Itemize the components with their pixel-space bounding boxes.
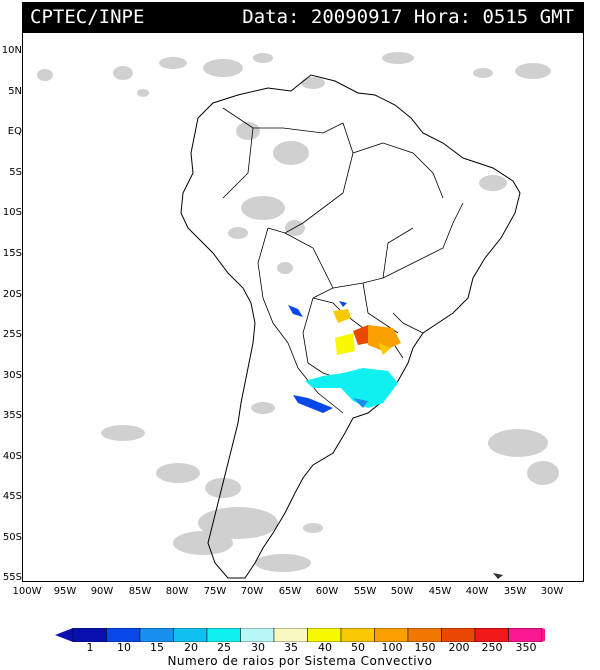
- legend-swatch: [441, 628, 476, 642]
- legend-swatch: [273, 628, 308, 642]
- legend-swatch: [307, 628, 342, 642]
- legend-tick-50: 50: [351, 641, 365, 654]
- lon-label-100w: 100W: [12, 586, 42, 597]
- lon-label-75w: 75W: [203, 586, 227, 597]
- lon-label-35w: 35W: [503, 586, 527, 597]
- legend-tick-20: 20: [184, 641, 198, 654]
- lon-label-55w: 55W: [353, 586, 377, 597]
- lat-label-55s: 55S: [2, 572, 22, 583]
- legend-swatch: [474, 628, 509, 642]
- legend-tick-30: 30: [251, 641, 265, 654]
- lat-label-35s: 35S: [2, 410, 22, 421]
- lon-label-60w: 60W: [315, 586, 339, 597]
- legend-swatch: [173, 628, 208, 642]
- legend-arrow-left: [55, 628, 73, 642]
- legend-tick-200: 200: [448, 641, 470, 654]
- legend-swatch: [240, 628, 275, 642]
- lon-label-90w: 90W: [90, 586, 114, 597]
- legend-tick-25: 25: [217, 641, 231, 654]
- lat-label-45s: 45S: [2, 491, 22, 502]
- country-borders: [222, 107, 464, 414]
- south-america-map: [37, 52, 559, 579]
- map-panel[interactable]: [22, 32, 584, 582]
- legend-swatch: [106, 628, 141, 642]
- lon-label-70w: 70W: [240, 586, 264, 597]
- lat-label-5n: 5N: [8, 86, 22, 97]
- lon-label-45w: 45W: [428, 586, 452, 597]
- legend-swatch: [206, 628, 241, 642]
- lat-label-50s: 50S: [2, 532, 22, 543]
- legend-swatch: [340, 628, 375, 642]
- legend-tick-100: 100: [381, 641, 403, 654]
- legend-arrow-right: [542, 628, 545, 642]
- legend-tick-150: 150: [414, 641, 436, 654]
- lon-label-85w: 85W: [128, 586, 152, 597]
- legend-tick-350: 350: [515, 641, 537, 654]
- lat-label-25s: 25S: [2, 329, 22, 340]
- cloud-cover: [37, 52, 559, 572]
- legend-tick-15: 15: [150, 641, 164, 654]
- legend-tick-40: 40: [318, 641, 332, 654]
- lat-label-5s: 5S: [9, 167, 22, 178]
- continent-outline: [180, 74, 521, 579]
- lat-label-15s: 15S: [2, 248, 22, 259]
- lat-label-40s: 40S: [2, 451, 22, 462]
- title-bar: CPTEC/INPE Data: 20090917 Hora: 0515 GMT: [22, 2, 584, 32]
- lat-label-10s: 10S: [2, 207, 22, 218]
- legend-swatch: [508, 628, 543, 642]
- legend-swatch: [72, 628, 107, 642]
- legend-tick-1: 1: [86, 641, 94, 654]
- source-label: CPTEC/INPE: [30, 6, 145, 28]
- lat-label-30s: 30S: [2, 370, 22, 381]
- legend-tick-10: 10: [117, 641, 131, 654]
- lon-label-65w: 65W: [278, 586, 302, 597]
- legend-tick-35: 35: [284, 641, 298, 654]
- datetime-label: Data: 20090917 Hora: 0515 GMT: [242, 6, 574, 28]
- lon-label-30w: 30W: [540, 586, 564, 597]
- legend-title: Numero de raios por Sistema Convectivo: [167, 654, 433, 668]
- legend-tick-250: 250: [481, 641, 503, 654]
- lat-label-20s: 20S: [2, 289, 22, 300]
- lat-label-10n: 10N: [1, 45, 22, 56]
- legend-swatch: [374, 628, 409, 642]
- lat-label-eq: EQ: [7, 126, 22, 137]
- lon-label-40w: 40W: [465, 586, 489, 597]
- legend-swatch: [139, 628, 174, 642]
- lon-label-50w: 50W: [390, 586, 414, 597]
- lightning-cells: [288, 301, 503, 579]
- legend-swatch: [407, 628, 442, 642]
- lon-label-95w: 95W: [53, 586, 77, 597]
- legend-color-bar: [55, 628, 545, 642]
- lon-label-80w: 80W: [165, 586, 189, 597]
